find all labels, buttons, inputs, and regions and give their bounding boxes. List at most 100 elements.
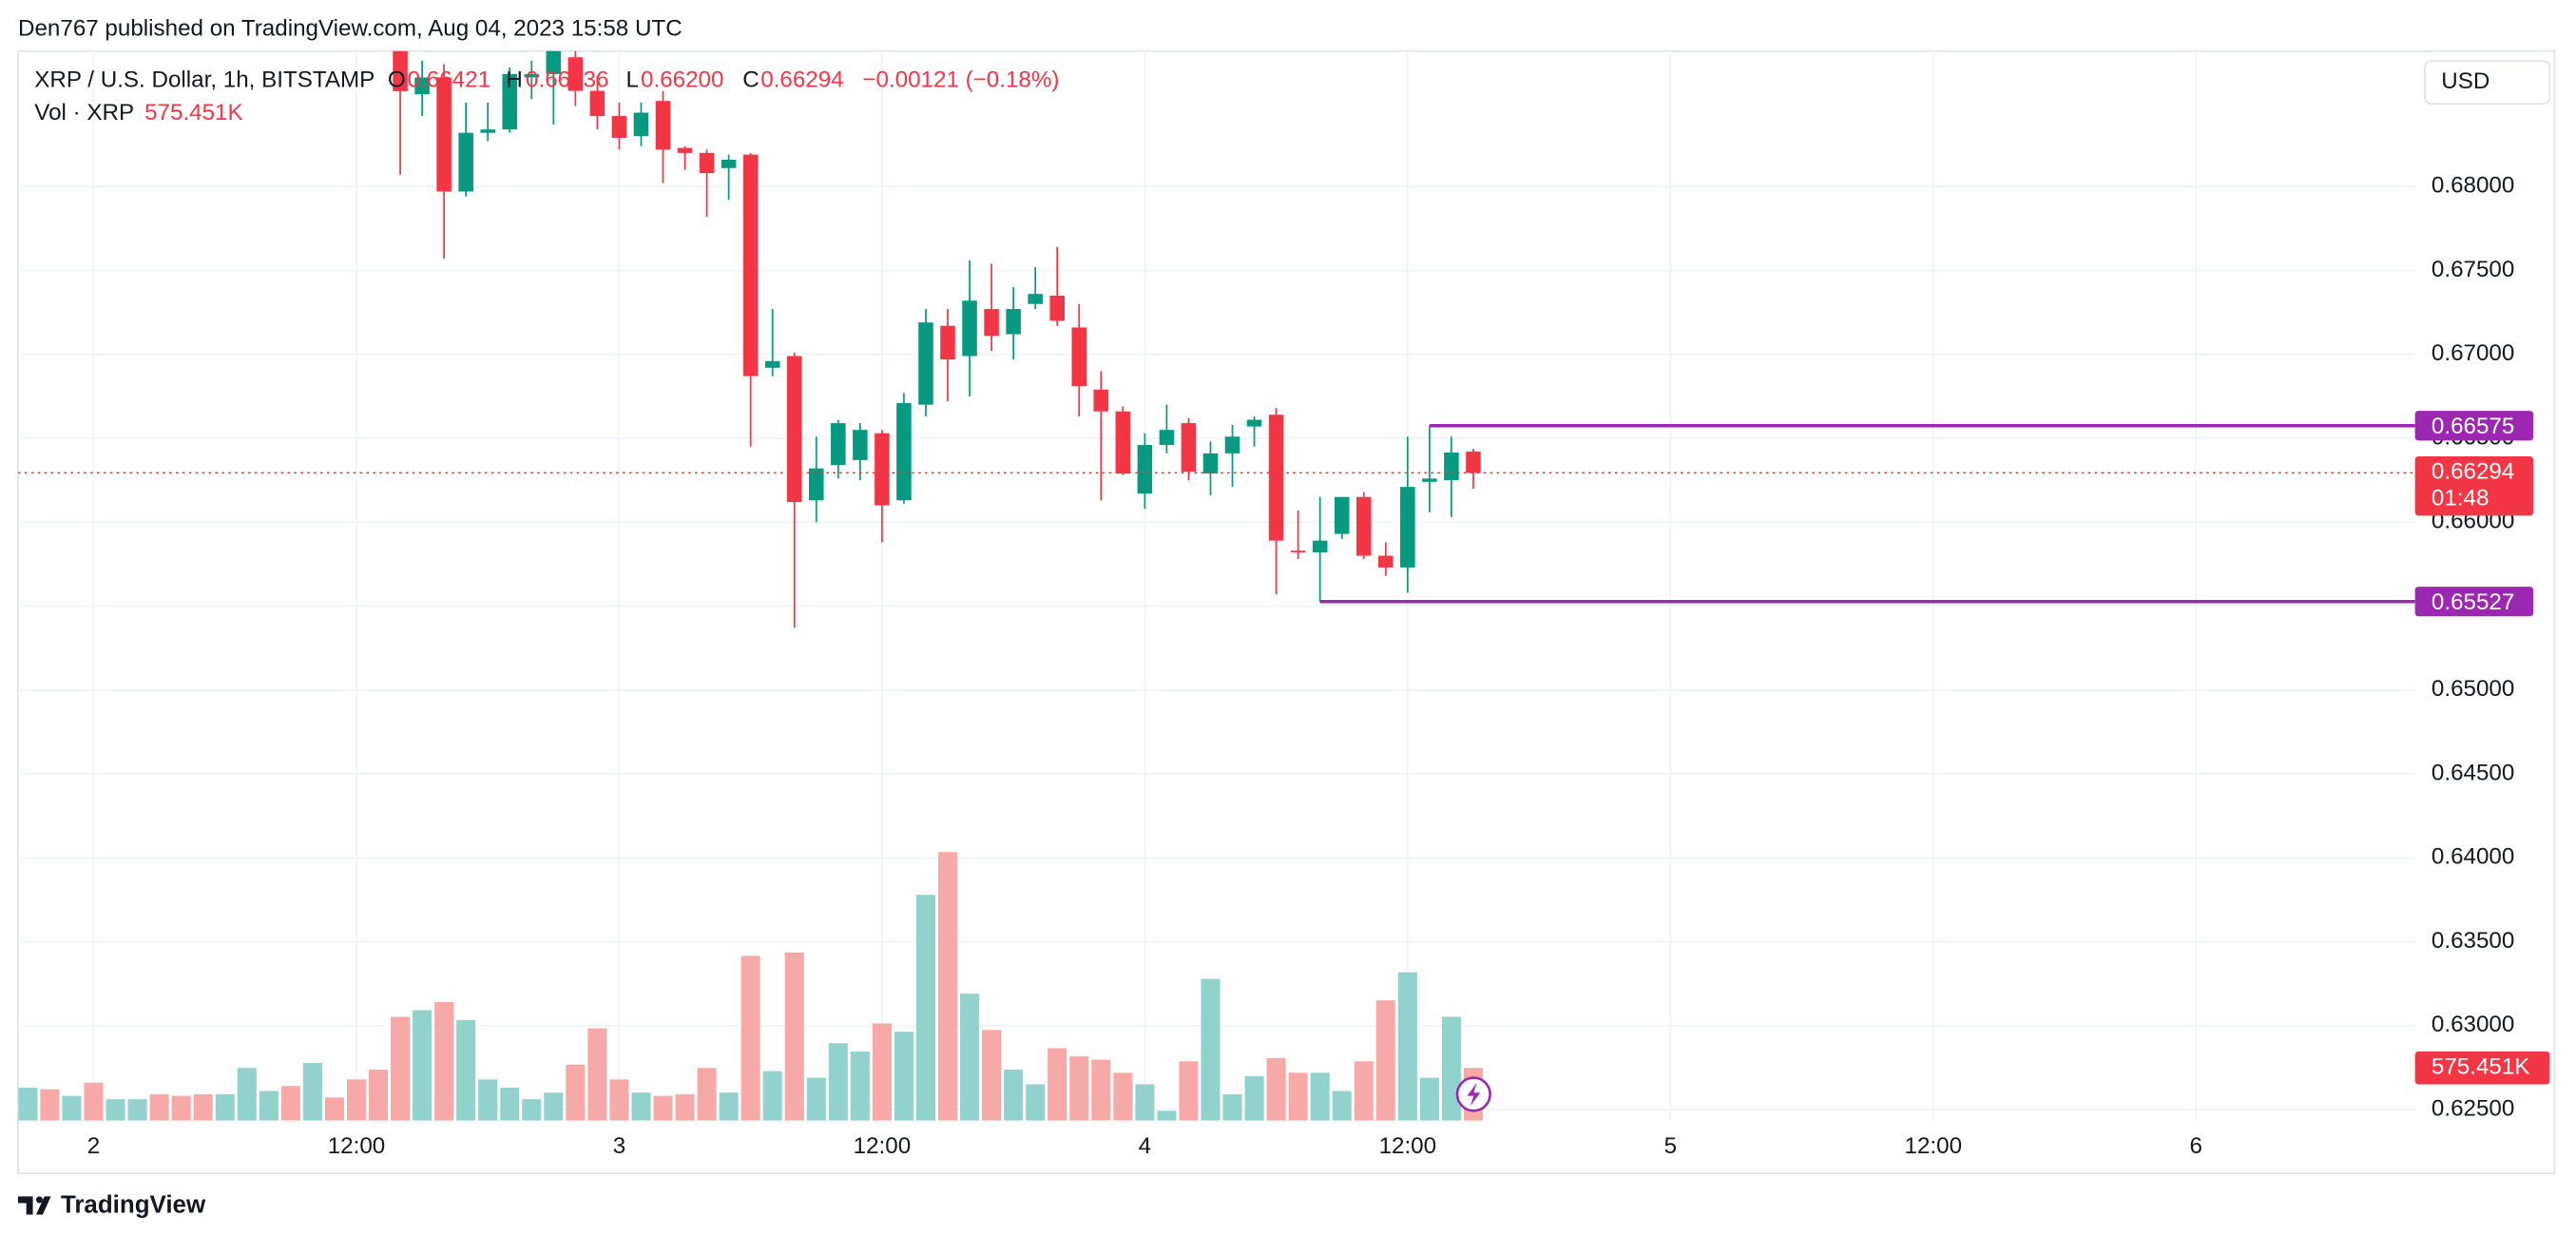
candle-body [1071,327,1087,387]
volume-bar [1244,1075,1264,1121]
volume-badge-label: 575.451K [2432,1054,2530,1080]
volume-bar [762,1071,782,1121]
candle-body [764,360,780,368]
countdown: 01:48 [2432,485,2489,511]
candle-body [940,325,955,359]
y-tick-label: 0.63500 [2432,928,2514,954]
open-value: 0.66421 [408,67,490,92]
candle-body [611,116,627,138]
candle-body [1400,487,1415,568]
candle-body [1006,309,1021,335]
candle-body [875,433,890,506]
candle-body [589,90,606,117]
volume-bar [40,1089,60,1121]
volume-bar [18,1087,38,1121]
volume-bar [697,1068,717,1121]
candle-body [393,50,408,91]
candle-body [1444,452,1459,481]
candle-body [962,300,977,357]
candle-body [546,50,562,74]
y-tick-label: 0.65000 [2432,676,2514,702]
indicator-icon[interactable] [1455,1076,1491,1112]
candle-body [1159,430,1175,446]
candle-body [721,159,737,168]
volume-bar [280,1086,300,1121]
volume-bar [522,1099,542,1121]
open-label: O [388,67,406,92]
volume-bar [1113,1072,1133,1121]
volume-bar [1441,1016,1461,1121]
volume-bar [456,1019,476,1121]
chart-frame [17,49,2556,1174]
candle-body [1181,423,1197,473]
low-value: 0.66200 [641,67,723,92]
candle-body [831,423,846,466]
volume-bar [1419,1077,1439,1121]
price-line-badge [2414,587,2534,617]
grid [18,50,2415,1121]
volume-bar [1397,972,1417,1121]
volume-bar [215,1093,235,1121]
candle-body [1378,555,1394,568]
y-tick-label: 0.67500 [2432,257,2514,282]
volume-bar [1310,1072,1330,1121]
volume-bar [368,1069,389,1121]
volume-bar [1004,1069,1024,1121]
high-label: H [506,67,522,92]
candle-body [524,73,540,78]
volume-label: Vol · XRP [34,100,134,126]
x-tick-label: 3 [613,1133,625,1159]
candle-body [742,154,759,377]
candle-body [1093,389,1109,412]
volume-bar [391,1016,411,1121]
volume-bar [653,1095,673,1121]
icon-bolt[interactable] [1467,1082,1481,1107]
candle-body [458,132,473,192]
currency[interactable]: USD [2441,68,2489,94]
volume-bar [1266,1057,1286,1121]
x-tick-label: 6 [2190,1133,2202,1159]
candle-body [1334,496,1350,534]
volume-bar [872,1023,892,1121]
candle-body [1224,436,1240,454]
price-line-badge [2414,411,2534,441]
y-tick-label: 0.67000 [2432,340,2514,366]
symbol: XRP / U.S. Dollar, 1h, BITSTAMP [34,67,375,92]
last-price-label: 0.66294 [2432,459,2514,485]
candle-body [633,112,649,137]
candle-body [1422,478,1437,482]
volume-bar [324,1097,344,1121]
volume-bar [784,952,804,1121]
volume-bar [1288,1072,1308,1121]
candle-body [918,322,933,405]
attribution: Den767 published on TradingView.com, Aug… [18,16,682,42]
volume-bar [675,1093,695,1121]
currency-box[interactable] [2424,60,2551,106]
close-label: C [742,67,759,92]
volume-bar [960,994,980,1121]
volume-bar [915,895,936,1121]
volume-bar [237,1068,257,1121]
plot-area [18,50,2415,1121]
candle-body [699,152,715,174]
x-tick-label: 2 [87,1133,100,1159]
volume-bar [1179,1061,1199,1121]
volume-badge [2414,1051,2550,1085]
candle-body [1137,445,1153,494]
candle-body [809,468,824,501]
volume-bar [1048,1048,1067,1121]
price-line-label: 0.66575 [2432,414,2514,439]
volume-bar [478,1079,498,1121]
candle-body [1028,294,1043,304]
candle-body [677,147,693,153]
candle-body [1268,415,1284,541]
candle-body [655,101,671,150]
low-label: L [625,67,638,92]
volume-bar [719,1092,739,1121]
volume-bar [346,1079,366,1121]
candle-body [1246,419,1262,427]
candle-body [853,430,868,460]
volume-bar [434,1001,454,1121]
